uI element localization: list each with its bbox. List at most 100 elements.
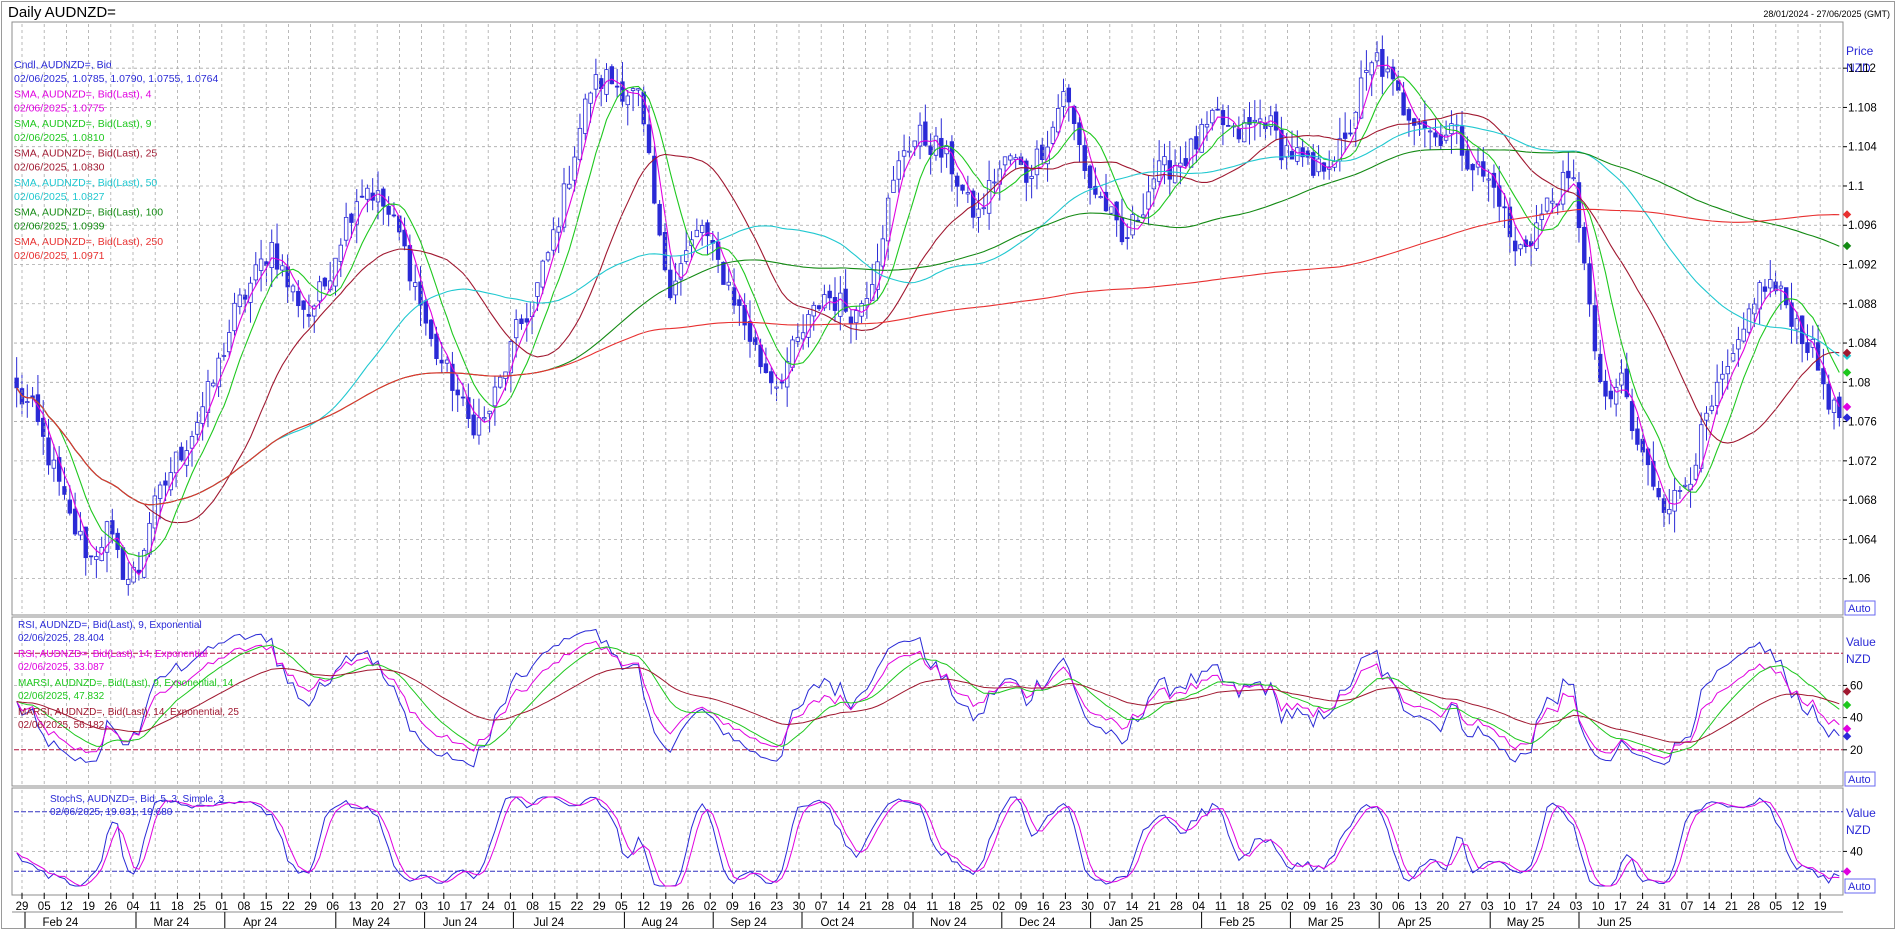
auto-button-label: Auto — [1848, 774, 1871, 786]
last-value-marker — [1842, 402, 1852, 412]
candle-body — [646, 124, 652, 154]
candle-body — [1470, 164, 1475, 171]
x-day-label: 04 — [904, 901, 917, 913]
candle-body — [227, 332, 232, 353]
candle-body — [1497, 185, 1502, 207]
candle-body — [832, 297, 838, 311]
candle-body — [1050, 126, 1056, 144]
x-day-label: 03 — [1570, 901, 1583, 913]
rsi-legend-value: 02/06/2025, 28.404 — [18, 633, 105, 644]
candle-body — [1523, 239, 1529, 247]
candle-body — [1805, 342, 1810, 353]
candle-body — [83, 526, 88, 559]
candle-body — [1598, 353, 1603, 383]
candle-body — [434, 333, 439, 359]
candle-body — [1321, 162, 1327, 172]
candle-body — [923, 121, 928, 146]
candle-body — [349, 213, 354, 223]
x-day-label: 16 — [1325, 901, 1338, 913]
candle-body — [1311, 152, 1316, 176]
candle-body — [1199, 124, 1204, 153]
x-day-label: 29 — [304, 901, 317, 913]
candle-body — [774, 386, 779, 389]
candle-body — [1210, 109, 1215, 124]
candle-body — [848, 316, 854, 325]
rsi-legend-label: MARSI, AUDNZD=, Bid(Last), 14, Exponenti… — [18, 707, 239, 718]
candle-body — [790, 339, 795, 368]
x-day-label: 22 — [571, 901, 584, 913]
candle-body — [1762, 286, 1768, 292]
candle-body — [1146, 191, 1151, 210]
candle-body — [439, 359, 444, 364]
x-day-label: 24 — [1636, 901, 1649, 913]
candle-body — [1784, 287, 1789, 306]
x-day-label: 24 — [1547, 901, 1560, 913]
x-day-label: 28 — [881, 901, 894, 913]
candle-body — [519, 318, 524, 325]
candle-body — [1624, 368, 1629, 398]
candle-body — [1087, 165, 1093, 189]
candle-body — [625, 95, 630, 106]
candle-body — [1358, 77, 1364, 119]
candle-body — [365, 187, 370, 200]
candle-body — [763, 363, 769, 374]
candle-body — [476, 417, 482, 436]
candle-body — [359, 195, 365, 198]
candle-body — [126, 579, 131, 585]
candle-body — [333, 257, 338, 287]
last-value-marker — [1842, 368, 1852, 377]
candle-body — [195, 422, 200, 435]
candle-body — [1507, 206, 1513, 238]
x-day-label: 03 — [1481, 901, 1494, 913]
candle-body — [280, 265, 285, 271]
candle-body — [1651, 460, 1656, 487]
candle-body — [258, 258, 264, 271]
candle-body — [1741, 328, 1746, 342]
x-day-label: 28 — [1747, 901, 1760, 913]
rsi-legend-value: 02/06/2025, 47.832 — [18, 691, 105, 702]
x-day-label: 02 — [1281, 901, 1294, 913]
candle-body — [418, 281, 423, 306]
rsi-last-marker — [1842, 700, 1852, 710]
auto-scale-button[interactable]: Auto — [1844, 771, 1876, 787]
x-day-label: 18 — [1237, 901, 1250, 913]
x-day-label: 03 — [415, 901, 428, 913]
candle-body — [1465, 150, 1470, 170]
price-tick-label: 1.1 — [1848, 181, 1864, 193]
candle-body — [428, 319, 434, 339]
candle-body — [960, 184, 965, 191]
candle-body — [450, 363, 455, 391]
x-day-label: 25 — [1259, 901, 1272, 913]
x-day-label: 26 — [682, 901, 695, 913]
candle-body — [25, 401, 30, 403]
x-day-label: 28 — [1170, 901, 1183, 913]
legend-label: SMA, AUDNZD=, Bid(Last), 25 — [14, 148, 157, 160]
candle-body — [636, 88, 641, 91]
auto-scale-button[interactable]: Auto — [1844, 878, 1876, 894]
auto-scale-button[interactable]: Auto — [1844, 600, 1876, 616]
stoch-k-line — [16, 796, 1840, 887]
candle-body — [423, 300, 429, 324]
candle-body — [1257, 118, 1263, 123]
rsi-tick-label: 60 — [1850, 680, 1863, 692]
sma-100-line — [16, 148, 1840, 506]
x-day-label: 10 — [1503, 901, 1516, 913]
candle-body — [221, 355, 227, 357]
candle-body — [1204, 123, 1210, 128]
candle-body — [1821, 368, 1826, 385]
candle-body — [652, 155, 657, 204]
price-tick-label: 1.068 — [1848, 495, 1877, 507]
x-day-label: 12 — [60, 901, 73, 913]
candle-body — [62, 486, 67, 495]
x-day-label: 18 — [948, 901, 961, 913]
candle-body — [78, 530, 83, 536]
price-tick-label: 1.08 — [1848, 377, 1870, 389]
candle-body — [508, 341, 514, 374]
candle-body — [343, 216, 349, 241]
candle-body — [487, 410, 492, 415]
x-month-label: Jan 25 — [1109, 917, 1144, 929]
candle-body — [1369, 62, 1374, 76]
candle-body — [955, 175, 960, 187]
